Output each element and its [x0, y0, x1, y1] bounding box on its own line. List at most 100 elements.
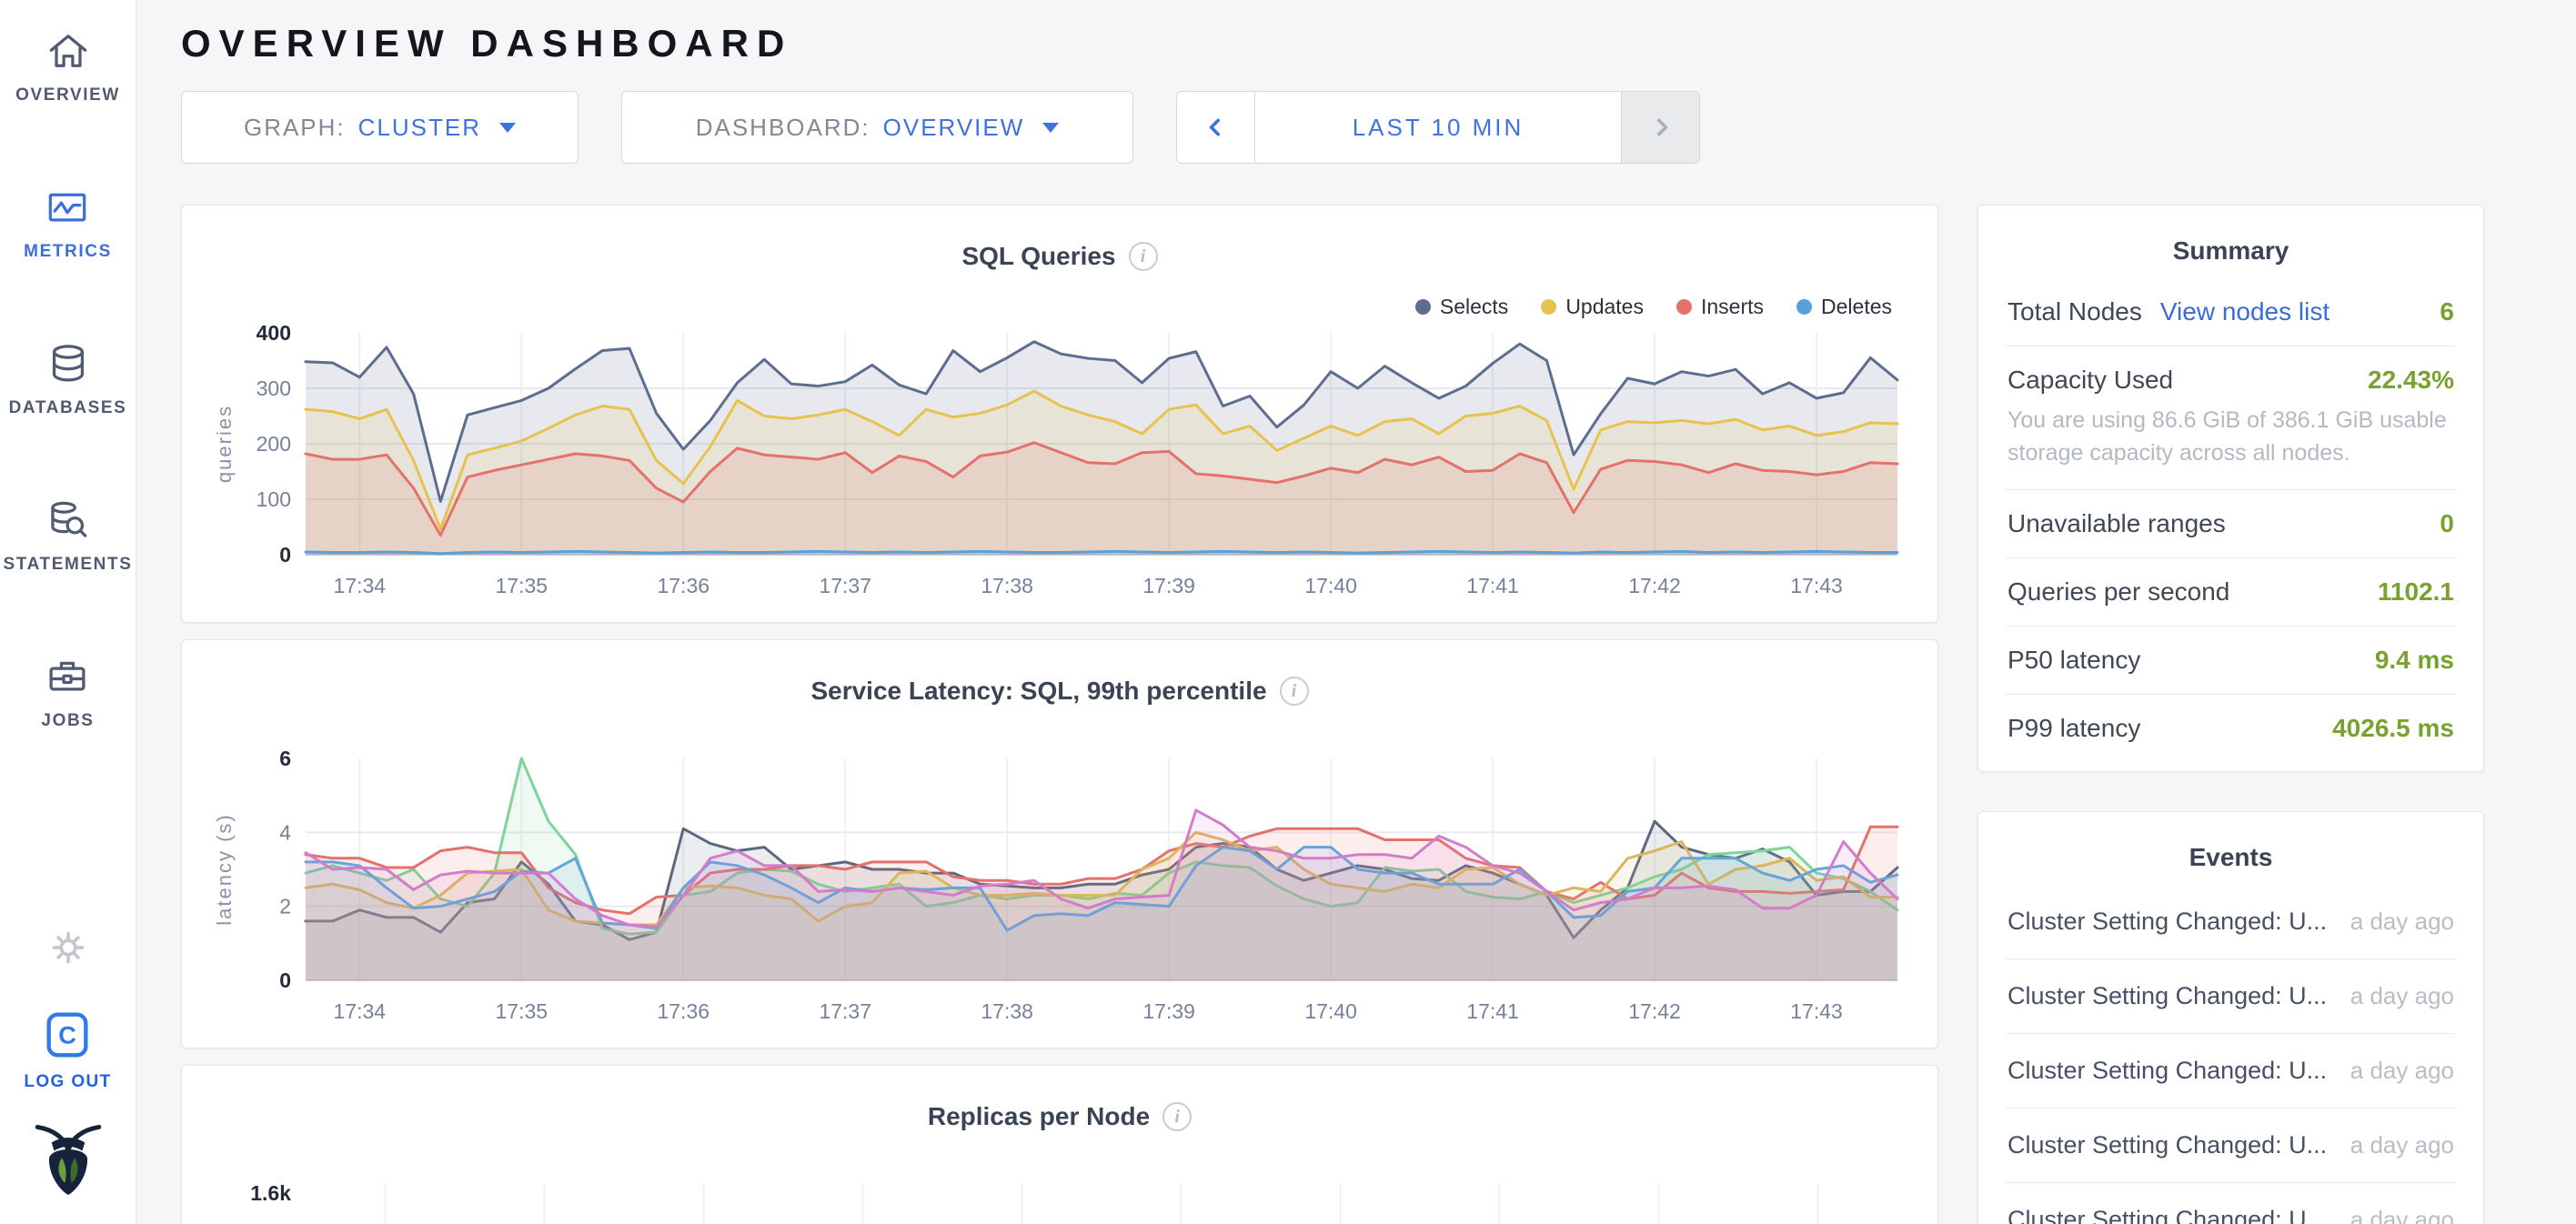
events-title: Events — [2189, 842, 2273, 871]
legend-dot — [1796, 298, 1813, 315]
sidebar-item-metrics[interactable]: METRICS — [24, 184, 112, 262]
svg-text:17:35: 17:35 — [496, 574, 548, 597]
sidebar: OVERVIEW METRICS DATABASES ST — [0, 0, 136, 1224]
legend-item-updates[interactable]: Updates — [1541, 295, 1644, 319]
settings-gear-button[interactable] — [45, 924, 92, 976]
event-time: a day ago — [2350, 1205, 2454, 1224]
event-title: Cluster Setting Changed: U... — [2007, 1205, 2328, 1224]
right-column: Summary Total Nodes View nodes list 6 Ca… — [1977, 205, 2484, 1224]
dashboard-dropdown-value: OVERVIEW — [882, 113, 1025, 141]
legend-dot — [1541, 298, 1557, 315]
svg-text:17:36: 17:36 — [657, 574, 709, 597]
svg-text:queries: queries — [213, 405, 236, 483]
main-content: OVERVIEW DASHBOARD GRAPH: CLUSTER DASHBO… — [136, 0, 2576, 1224]
events-panel: Events Cluster Setting Changed: U... a d… — [1977, 810, 2484, 1224]
svg-text:17:35: 17:35 — [496, 999, 548, 1023]
legend-item-selects[interactable]: Selects — [1414, 294, 1509, 319]
summary-row-capacity: Capacity Used 22.43% You are using 86.6 … — [2006, 346, 2456, 490]
home-icon — [49, 35, 86, 67]
legend-label: Selects — [1439, 294, 1509, 318]
capacity-subtext: You are using 86.6 GiB of 386.1 GiB usab… — [2007, 407, 2447, 467]
summary-label: Total Nodes — [2007, 297, 2142, 326]
chart-legend: Selects Updates Inserts Deletes — [204, 293, 1916, 320]
event-title: Cluster Setting Changed: U... — [2007, 1130, 2328, 1159]
briefcase-icon — [49, 661, 86, 691]
event-time: a day ago — [2350, 981, 2454, 1009]
svg-text:C: C — [59, 1021, 77, 1049]
info-icon[interactable]: i — [1279, 677, 1309, 706]
legend-label: Deletes — [1821, 294, 1892, 318]
sidebar-bottom: C LOG OUT — [0, 924, 136, 1206]
event-time: a day ago — [2350, 907, 2454, 935]
svg-text:300: 300 — [257, 376, 291, 400]
summary-label: Capacity Used — [2007, 366, 2174, 394]
replicas-chart-card: Replicas per Node i 1.6k — [181, 1065, 1938, 1224]
svg-text:17:42: 17:42 — [1628, 574, 1681, 597]
svg-text:4: 4 — [279, 820, 291, 844]
replicas-chart: 1.6k — [250, 1181, 1819, 1224]
summary-panel: Summary Total Nodes View nodes list 6 Ca… — [1977, 205, 2484, 772]
legend-dot — [1414, 298, 1431, 315]
dashboard-dropdown[interactable]: DASHBOARD: OVERVIEW — [621, 91, 1133, 164]
event-row[interactable]: Cluster Setting Changed: U... a day ago — [2006, 1183, 2456, 1224]
sidebar-item-label: OVERVIEW — [15, 85, 120, 105]
svg-text:6: 6 — [279, 747, 291, 770]
svg-text:17:37: 17:37 — [819, 999, 871, 1023]
view-nodes-list-link[interactable]: View nodes list — [2159, 297, 2330, 326]
event-row[interactable]: Cluster Setting Changed: U... a day ago — [2006, 885, 2456, 959]
dashboard-dropdown-label: DASHBOARD: — [695, 113, 870, 141]
event-row[interactable]: Cluster Setting Changed: U... a day ago — [2006, 959, 2456, 1034]
controls-bar: GRAPH: CLUSTER DASHBOARD: OVERVIEW LAST … — [181, 91, 2485, 164]
latency-chart-card: Service Latency: SQL, 99th percentile i … — [181, 639, 1938, 1048]
svg-text:400: 400 — [257, 322, 291, 345]
time-range-selector: LAST 10 MIN — [1176, 91, 1700, 164]
event-time: a day ago — [2350, 1130, 2454, 1159]
cockroach-logo — [27, 1119, 109, 1206]
graph-dropdown-label: GRAPH: — [243, 113, 346, 141]
svg-text:0: 0 — [279, 968, 291, 992]
page-title: OVERVIEW DASHBOARD — [181, 22, 793, 65]
sidebar-item-label: DATABASES — [8, 398, 127, 417]
info-icon[interactable]: i — [1162, 1102, 1192, 1131]
svg-text:17:41: 17:41 — [1466, 999, 1519, 1023]
chart-title: Replicas per Node — [927, 1102, 1151, 1130]
summary-value: 9.4 ms — [2374, 645, 2454, 674]
event-title: Cluster Setting Changed: U... — [2007, 1056, 2328, 1084]
info-icon[interactable]: i — [1128, 242, 1158, 271]
summary-value: 4026.5 ms — [2332, 713, 2454, 742]
graph-dropdown[interactable]: GRAPH: CLUSTER — [181, 91, 579, 164]
event-row[interactable]: Cluster Setting Changed: U... a day ago — [2006, 1109, 2456, 1183]
time-next-button[interactable] — [1621, 92, 1699, 163]
logout-button[interactable]: C LOG OUT — [24, 1007, 111, 1092]
summary-row-p50: P50 latency 9.4 ms — [2006, 627, 2456, 695]
sidebar-item-databases[interactable]: DATABASES — [9, 340, 127, 418]
time-prev-button[interactable] — [1177, 92, 1255, 163]
svg-text:17:34: 17:34 — [334, 999, 387, 1023]
cockroach-c-badge-icon: C — [46, 1012, 89, 1058]
svg-text:2: 2 — [279, 895, 291, 918]
event-time: a day ago — [2350, 1056, 2454, 1084]
summary-label: P50 latency — [2007, 645, 2141, 674]
sidebar-item-statements[interactable]: STATEMENTS — [4, 497, 133, 575]
event-row[interactable]: Cluster Setting Changed: U... a day ago — [2006, 1034, 2456, 1109]
legend-item-inserts[interactable]: Inserts — [1675, 295, 1764, 319]
sidebar-item-label: STATEMENTS — [3, 555, 133, 574]
event-title: Cluster Setting Changed: U... — [2007, 981, 2328, 1009]
sidebar-item-jobs[interactable]: JOBS — [41, 653, 94, 731]
svg-text:17:36: 17:36 — [657, 999, 709, 1023]
legend-item-deletes[interactable]: Deletes — [1796, 295, 1892, 319]
summary-value: 0 — [2440, 508, 2454, 537]
summary-row-unavailable-ranges: Unavailable ranges 0 — [2006, 490, 2456, 558]
svg-text:latency (s): latency (s) — [213, 813, 236, 925]
gear-icon — [52, 931, 84, 964]
statements-icon — [50, 501, 86, 537]
summary-row-qps: Queries per second 1102.1 — [2006, 558, 2456, 627]
svg-text:17:38: 17:38 — [981, 574, 1033, 597]
sql-queries-chart: 17:34 17:35 17:36 17:37 17:38 17:39 17:40 17:41… — [213, 322, 1899, 597]
svg-text:17:41: 17:41 — [1466, 574, 1519, 597]
chevron-down-icon — [499, 122, 517, 133]
sidebar-item-overview[interactable]: OVERVIEW — [15, 27, 120, 105]
event-title: Cluster Setting Changed: U... — [2007, 907, 2328, 935]
svg-text:17:34: 17:34 — [334, 574, 387, 597]
time-range-label[interactable]: LAST 10 MIN — [1255, 92, 1621, 163]
